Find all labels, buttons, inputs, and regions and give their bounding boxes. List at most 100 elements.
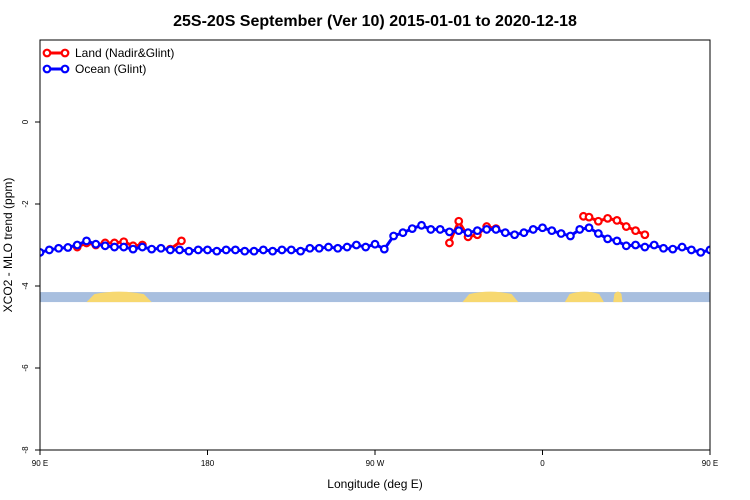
x-tick-label: 90 E (32, 459, 48, 468)
x-tick-label: 90 W (366, 459, 385, 468)
series-ocean-glint-point (379, 244, 389, 254)
series-ocean-glint-point (519, 228, 529, 238)
series-land-nadir-glint-point (177, 236, 186, 246)
series-ocean-glint-point (463, 228, 473, 238)
plot-area (40, 211, 750, 303)
series-ocean-glint-point (324, 242, 333, 252)
series-land-nadir-glint-point (621, 222, 631, 231)
series-ocean-glint-point (137, 242, 147, 252)
series-ocean-glint-point (258, 245, 268, 255)
series-ocean-glint-point (342, 242, 352, 252)
series-ocean-glint-point (472, 226, 482, 236)
series-ocean-glint-point (398, 228, 408, 238)
x-tick-label: 180 (201, 459, 215, 468)
series-ocean-glint-point (696, 247, 706, 257)
land-band-1 (86, 291, 152, 303)
series-ocean-glint-point (547, 226, 557, 236)
series-land-nadir-glint-point (603, 213, 613, 223)
series-ocean-glint (40, 220, 750, 257)
series-ocean-glint-point (510, 230, 519, 240)
series-ocean-glint-point (72, 240, 82, 250)
series-land-nadir-glint-point (593, 216, 603, 226)
series-ocean-glint-point (640, 242, 650, 252)
series-ocean-glint-point (165, 245, 175, 255)
series-ocean-glint-point (147, 244, 157, 254)
series-ocean-glint-point (231, 245, 240, 255)
series-ocean-glint-point (556, 229, 566, 238)
series-ocean-glint-point (668, 244, 678, 254)
series-ocean-glint-point (744, 245, 750, 252)
y-tick-label: -4 (21, 282, 30, 290)
series-ocean-glint-point (110, 242, 119, 252)
series-ocean-glint-point (584, 223, 594, 233)
series-ocean-glint-point (454, 226, 464, 236)
series-ocean-glint-point (286, 245, 296, 255)
x-axis: 90 E 180 90 W 0 90 E (32, 450, 718, 468)
x-tick-label: 0 (540, 459, 545, 468)
series-ocean-glint-point (705, 245, 710, 255)
x-axis-label: Longitude (deg E) (327, 477, 422, 491)
series-ocean-glint-point (91, 239, 101, 249)
legend-item-ocean-glint: Ocean (Glint) (42, 62, 146, 76)
series-ocean-glint-point (482, 225, 492, 234)
series-ocean-glint-point (491, 225, 501, 234)
series-land-nadir-glint-point (631, 226, 640, 236)
series-ocean-glint-point (370, 239, 380, 249)
series-ocean-glint-point (203, 245, 212, 255)
series-ocean-glint-point (631, 240, 640, 250)
series-ocean-glint-point (612, 236, 622, 246)
series-ocean-glint-point (500, 228, 510, 238)
series-ocean-glint-point (659, 243, 668, 253)
series-ocean-glint-point (735, 238, 742, 245)
x-tick-label: 90 E (702, 459, 718, 468)
series-ocean-glint-point (426, 225, 436, 234)
series-ocean-glint-point (649, 240, 659, 250)
series-ocean-glint-point (268, 246, 278, 256)
plot-clipped-group (40, 211, 750, 303)
land-band-3 (564, 291, 604, 303)
series-ocean-glint-point (407, 224, 417, 234)
series-land-nadir-glint-point (584, 212, 594, 222)
series-land-nadir-glint-point (640, 230, 650, 240)
chart-title: 25S-20S September (Ver 10) 2015-01-01 to… (173, 13, 577, 30)
series-ocean-glint-point (44, 245, 54, 255)
series-ocean-glint-point (716, 246, 723, 253)
series-ocean-glint-point (538, 223, 547, 233)
series-ocean-glint-point (603, 234, 613, 244)
series-ocean-glint-point (305, 243, 315, 253)
series-ocean-glint-point (389, 231, 399, 241)
series-ocean-glint-point (212, 246, 222, 256)
y-tick-label: -2 (21, 200, 30, 208)
series-ocean-glint-point (54, 243, 64, 253)
y-tick-label: -6 (21, 364, 30, 372)
land-band-2 (462, 291, 519, 303)
series-ocean-glint-point (351, 240, 361, 250)
series-ocean-glint-point (184, 246, 194, 256)
legend-marker (60, 48, 70, 58)
series-ocean-glint-point (677, 242, 687, 252)
series-ocean-glint-point (277, 245, 287, 255)
series-ocean-glint-point (296, 246, 305, 256)
series-ocean-glint-point (100, 241, 110, 251)
series-ocean-glint-point (686, 245, 696, 255)
series-land-nadir-glint-point (445, 238, 454, 248)
land-band-4 (613, 291, 623, 303)
series-ocean-glint-point (128, 244, 138, 254)
series-ocean-glint-point (193, 245, 203, 255)
y-tick-label: -8 (21, 446, 30, 454)
series-ocean-glint-point (175, 245, 184, 255)
legend-item-land-nadir-glint: Land (Nadir&Glint) (42, 46, 174, 60)
series-ocean-glint-point (82, 236, 91, 246)
series-ocean-glint-point (528, 225, 538, 234)
y-tick-label: 0 (21, 119, 30, 124)
land-mask-strip (40, 291, 710, 303)
series-ocean-glint-point (435, 225, 445, 234)
legend-marker (42, 48, 52, 58)
y-axis: 0 -2 -4 -6 -8 (21, 119, 40, 454)
series-ocean-glint-point (63, 243, 73, 252)
series-ocean-glint-point (725, 245, 732, 252)
legend-marker (60, 64, 70, 74)
series-ocean-glint-point (593, 229, 603, 238)
series-ocean-glint-point (240, 246, 250, 256)
